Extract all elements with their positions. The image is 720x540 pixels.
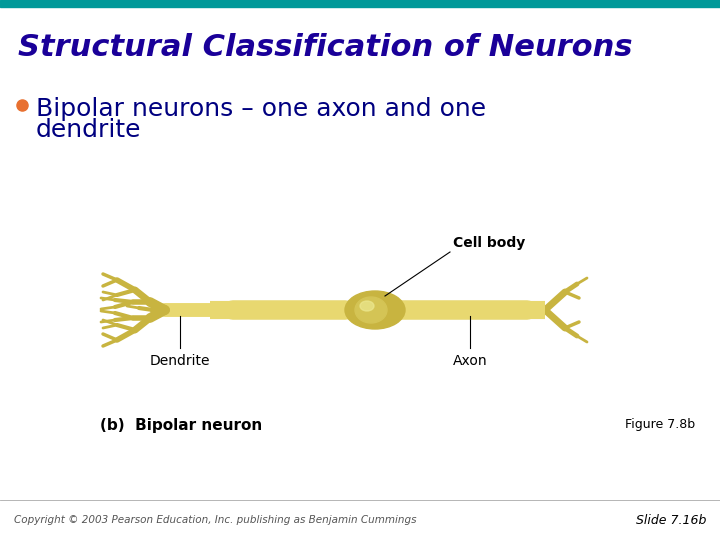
Polygon shape	[200, 304, 230, 316]
Text: Dendrite: Dendrite	[150, 354, 210, 368]
Bar	[0, 0, 720, 7]
Ellipse shape	[345, 291, 405, 329]
Text: (b)  Bipolar neuron: (b) Bipolar neuron	[100, 418, 262, 433]
Text: Cell body: Cell body	[453, 236, 526, 250]
Text: Structural Classification of Neurons: Structural Classification of Neurons	[18, 33, 632, 63]
Text: Figure 7.8b: Figure 7.8b	[625, 418, 695, 431]
Text: Copyright © 2003 Pearson Education, Inc. publishing as Benjamin Cummings: Copyright © 2003 Pearson Education, Inc.…	[14, 515, 416, 525]
Ellipse shape	[360, 301, 374, 311]
Text: Axon: Axon	[453, 354, 487, 368]
Text: Slide 7.16b: Slide 7.16b	[636, 514, 706, 526]
Ellipse shape	[355, 297, 387, 323]
Text: Bipolar neurons – one axon and one: Bipolar neurons – one axon and one	[36, 97, 486, 121]
Text: dendrite: dendrite	[36, 118, 142, 142]
